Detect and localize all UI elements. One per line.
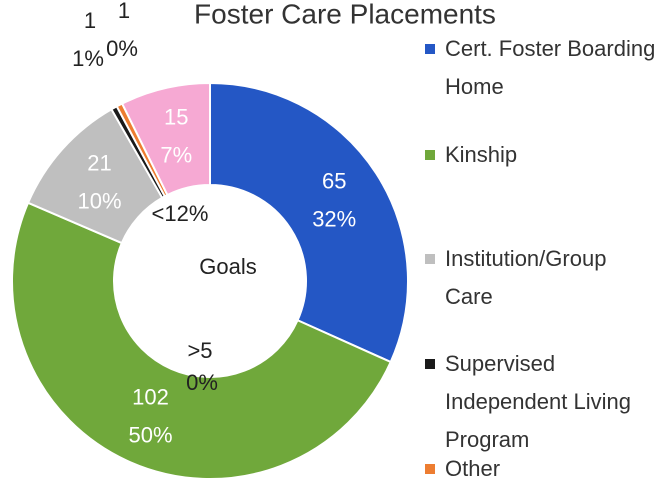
legend-swatch [425, 150, 435, 160]
data-label-percent: 1% [72, 46, 104, 71]
annotation: >5 [187, 338, 212, 363]
legend-label: Institution/Group Care [445, 246, 607, 309]
legend-label: Kinship [445, 142, 518, 167]
data-label-value: 15 [164, 105, 188, 130]
legend-item: Kinship [425, 136, 660, 174]
data-label-percent: 7% [160, 143, 192, 168]
legend-item: Cert. Foster Boarding Home [425, 30, 660, 106]
legend-label: Cert. Foster Boarding Home [445, 36, 656, 99]
legend-swatch [425, 464, 435, 474]
donut-slice [120, 81, 211, 197]
donut-slice [10, 201, 392, 480]
data-label-value: 1 [84, 8, 96, 33]
data-label-percent: 32% [312, 206, 356, 231]
legend-item: Supervised Independent Living Program [425, 345, 660, 459]
data-label-percent: 0% [106, 36, 138, 61]
legend-label: Supervised Independent Living Program [445, 351, 631, 452]
legend-swatch [425, 359, 435, 369]
legend-swatch [425, 44, 435, 54]
annotation: Goals [199, 254, 256, 279]
data-label-value: 102 [132, 384, 169, 409]
data-label-value: 21 [87, 150, 111, 175]
legend-label: Other [445, 456, 501, 481]
data-label-percent: 10% [77, 188, 121, 213]
annotation: 0% [186, 370, 218, 395]
data-label-value: 1 [118, 0, 130, 23]
donut-slice [209, 81, 409, 364]
data-label-value: 65 [322, 168, 346, 193]
chart-title: Foster Care Placements [194, 0, 496, 29]
legend-swatch [425, 254, 435, 264]
legend-item: Other [425, 450, 660, 488]
annotation: <12% [152, 201, 209, 226]
legend-item: Institution/Group Care [425, 240, 660, 316]
data-label-percent: 50% [128, 422, 172, 447]
